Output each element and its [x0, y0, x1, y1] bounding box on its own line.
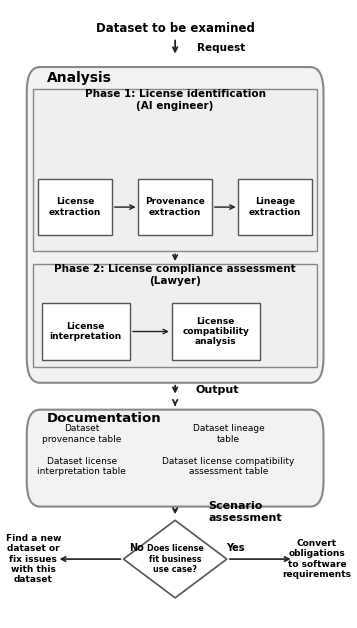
Text: Dataset license
interpretation table: Dataset license interpretation table — [37, 457, 126, 476]
Text: Dataset lineage
table: Dataset lineage table — [193, 425, 264, 444]
Text: Convert
obligations
to software
requirements: Convert obligations to software requirem… — [282, 539, 351, 579]
FancyBboxPatch shape — [39, 179, 112, 236]
Text: License
interpretation: License interpretation — [50, 322, 122, 341]
FancyBboxPatch shape — [238, 179, 312, 236]
FancyBboxPatch shape — [42, 303, 130, 360]
Text: Documentation: Documentation — [47, 412, 161, 425]
FancyBboxPatch shape — [34, 264, 317, 367]
Text: Dataset license compatibility
assessment table: Dataset license compatibility assessment… — [162, 457, 295, 476]
FancyBboxPatch shape — [139, 179, 212, 236]
Text: Yes: Yes — [226, 543, 245, 553]
Polygon shape — [124, 521, 227, 598]
Text: Provenance
extraction: Provenance extraction — [145, 197, 205, 217]
Text: Dataset
provenance table: Dataset provenance table — [42, 425, 121, 444]
Text: No: No — [129, 543, 144, 553]
Text: Dataset to be examined: Dataset to be examined — [96, 23, 255, 35]
FancyBboxPatch shape — [27, 67, 323, 383]
FancyBboxPatch shape — [172, 303, 260, 360]
Text: License
compatibility
analysis: License compatibility analysis — [182, 317, 249, 347]
FancyBboxPatch shape — [27, 409, 323, 507]
Text: Request: Request — [197, 43, 245, 53]
Text: Does license
fit business
use case?: Does license fit business use case? — [147, 544, 203, 574]
Text: Phase 2: License compliance assessment
(Lawyer): Phase 2: License compliance assessment (… — [54, 264, 296, 286]
Text: Lineage
extraction: Lineage extraction — [249, 197, 301, 217]
Text: Phase 1: License identification
(AI engineer): Phase 1: License identification (AI engi… — [85, 89, 266, 111]
Text: Output: Output — [195, 385, 238, 395]
FancyBboxPatch shape — [34, 89, 317, 251]
Text: Analysis: Analysis — [47, 71, 112, 85]
Text: License
extraction: License extraction — [49, 197, 101, 217]
Text: Scenario
assessment: Scenario assessment — [208, 501, 282, 523]
Text: Find a new
dataset or
fix issues
with this
dataset: Find a new dataset or fix issues with th… — [6, 534, 61, 585]
